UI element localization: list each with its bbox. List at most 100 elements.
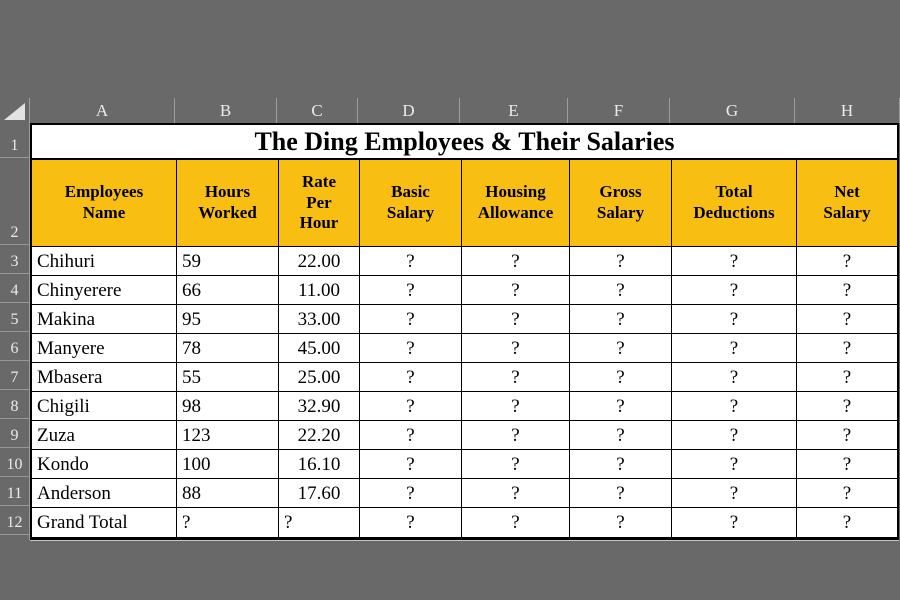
cell-a11[interactable]: Anderson [32,479,177,507]
cell-e11[interactable]: ? [462,479,570,507]
cell-b10[interactable]: 100 [177,450,279,478]
cell-d12[interactable]: ? [360,508,462,537]
cell-c10[interactable]: 16.10 [279,450,360,478]
cell-f5[interactable]: ? [570,305,672,333]
row-header-11[interactable]: 11 [0,477,29,506]
cell-d7[interactable]: ? [360,363,462,391]
header-cell-e2[interactable]: Housing Allowance [462,160,570,246]
cell-a4[interactable]: Chinyerere [32,276,177,304]
cell-d6[interactable]: ? [360,334,462,362]
row-header-5[interactable]: 5 [0,303,29,332]
cell-b3[interactable]: 59 [177,247,279,275]
cell-b4[interactable]: 66 [177,276,279,304]
header-cell-a2[interactable]: Employees Name [32,160,177,246]
cell-c7[interactable]: 25.00 [279,363,360,391]
cell-b7[interactable]: 55 [177,363,279,391]
cell-h12[interactable]: ? [842,512,852,533]
row-header-2[interactable]: 2 [0,158,29,245]
cell-d4[interactable]: ? [360,276,462,304]
header-cell-c2[interactable]: Rate Per Hour [279,160,360,246]
column-header-g[interactable]: G [670,98,795,123]
cell-e8[interactable]: ? [462,392,570,420]
cell-a7[interactable]: Mbasera [32,363,177,391]
select-all-button[interactable] [0,98,30,123]
cell-h8[interactable]: ? [842,395,852,417]
cell-e7[interactable]: ? [462,363,570,391]
cell-e5[interactable]: ? [462,305,570,333]
cell-c11[interactable]: 17.60 [279,479,360,507]
cell-g8[interactable]: ? [672,392,797,420]
cell-a8[interactable]: Chigili [32,392,177,420]
cell-f6[interactable]: ? [570,334,672,362]
row-header-1[interactable]: 1 [0,123,29,158]
cell-d5[interactable]: ? [360,305,462,333]
cell-a9[interactable]: Zuza [32,421,177,449]
cell-c3[interactable]: 22.00 [279,247,360,275]
cell-c5[interactable]: 33.00 [279,305,360,333]
cell-h10[interactable]: ? [842,453,852,475]
cell-e10[interactable]: ? [462,450,570,478]
cell-g3[interactable]: ? [672,247,797,275]
cell-f10[interactable]: ? [570,450,672,478]
header-cell-b2[interactable]: Hours Worked [177,160,279,246]
cell-f11[interactable]: ? [570,479,672,507]
row-header-3[interactable]: 3 [0,245,29,274]
cell-c4[interactable]: 11.00 [279,276,360,304]
cell-a10[interactable]: Kondo [32,450,177,478]
row-header-12[interactable]: 12 [0,506,29,535]
cell-a5[interactable]: Makina [32,305,177,333]
cell-h11[interactable]: ? [842,482,852,504]
cell-g9[interactable]: ? [672,421,797,449]
cell-h5[interactable]: ? [842,308,852,330]
cell-c8[interactable]: 32.90 [279,392,360,420]
column-header-f[interactable]: F [568,98,670,123]
row-header-10[interactable]: 10 [0,448,29,477]
cell-b12[interactable]: ? [177,508,279,537]
cell-h7[interactable]: ? [842,366,852,388]
cell-g5[interactable]: ? [672,305,797,333]
cell-d3[interactable]: ? [360,247,462,275]
cell-f8[interactable]: ? [570,392,672,420]
cell-c9[interactable]: 22.20 [279,421,360,449]
cell-e9[interactable]: ? [462,421,570,449]
cell-b11[interactable]: 88 [177,479,279,507]
cell-b9[interactable]: 123 [177,421,279,449]
header-cell-g2[interactable]: Total Deductions [672,160,797,246]
cell-b5[interactable]: 95 [177,305,279,333]
cell-g6[interactable]: ? [672,334,797,362]
row-header-7[interactable]: 7 [0,361,29,390]
cell-e6[interactable]: ? [462,334,570,362]
cell-e12[interactable]: ? [462,508,570,537]
cell-e4[interactable]: ? [462,276,570,304]
cell-g11[interactable]: ? [672,479,797,507]
cell-b6[interactable]: 78 [177,334,279,362]
column-header-a[interactable]: A [30,98,175,123]
title-merged-cell[interactable]: The Ding Employees & Their Salaries [32,125,897,160]
cell-f4[interactable]: ? [570,276,672,304]
column-header-e[interactable]: E [460,98,568,123]
cell-a6[interactable]: Manyere [32,334,177,362]
cell-e3[interactable]: ? [462,247,570,275]
cell-d9[interactable]: ? [360,421,462,449]
cell-f9[interactable]: ? [570,421,672,449]
cell-h3[interactable]: ? [842,250,852,272]
cell-c12[interactable]: ? [279,508,360,537]
column-header-h[interactable]: H [795,98,900,123]
row-header-8[interactable]: 8 [0,390,29,419]
column-header-d[interactable]: D [358,98,460,123]
cell-h4[interactable]: ? [842,279,852,301]
cell-h6[interactable]: ? [842,337,852,359]
row-header-4[interactable]: 4 [0,274,29,303]
column-header-c[interactable]: C [277,98,358,123]
column-header-b[interactable]: B [175,98,277,123]
cell-d11[interactable]: ? [360,479,462,507]
cell-f12[interactable]: ? [570,508,672,537]
row-header-6[interactable]: 6 [0,332,29,361]
row-header-9[interactable]: 9 [0,419,29,448]
header-cell-h2[interactable]: Net Salary [797,160,897,246]
header-cell-d2[interactable]: Basic Salary [360,160,462,246]
cell-d10[interactable]: ? [360,450,462,478]
cell-f3[interactable]: ? [570,247,672,275]
header-cell-f2[interactable]: Gross Salary [570,160,672,246]
cell-d8[interactable]: ? [360,392,462,420]
